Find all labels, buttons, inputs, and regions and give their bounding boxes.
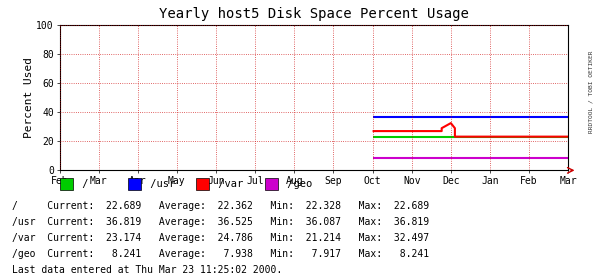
Text: /usr  Current:  36.819   Average:  36.525   Min:  36.087   Max:  36.819: /usr Current: 36.819 Average: 36.525 Min…	[12, 217, 429, 227]
Text: /geo  Current:   8.241   Average:   7.938   Min:   7.917   Max:   8.241: /geo Current: 8.241 Average: 7.938 Min: …	[12, 249, 429, 259]
Text: /: /	[76, 179, 88, 189]
Y-axis label: Percent Used: Percent Used	[24, 57, 33, 138]
Text: /var: /var	[212, 179, 244, 189]
Text: /     Current:  22.689   Average:  22.362   Min:  22.328   Max:  22.689: / Current: 22.689 Average: 22.362 Min: 2…	[12, 201, 429, 211]
Text: /usr: /usr	[144, 179, 176, 189]
Text: RRDTOOL / TOBI OETIKER: RRDTOOL / TOBI OETIKER	[588, 50, 593, 133]
Text: /geo: /geo	[281, 179, 312, 189]
Text: /var  Current:  23.174   Average:  24.786   Min:  21.214   Max:  32.497: /var Current: 23.174 Average: 24.786 Min…	[12, 233, 429, 243]
Title: Yearly host5 Disk Space Percent Usage: Yearly host5 Disk Space Percent Usage	[159, 7, 469, 21]
Text: Last data entered at Thu Mar 23 11:25:02 2000.: Last data entered at Thu Mar 23 11:25:02…	[12, 265, 282, 275]
